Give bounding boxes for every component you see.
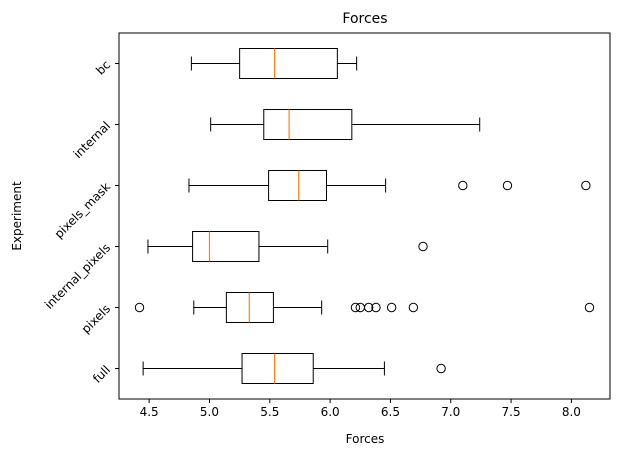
iqr-box [263, 109, 353, 140]
y-tick-label: full [90, 363, 113, 386]
flier-point [418, 241, 428, 252]
iqr-box [239, 48, 338, 79]
iqr-box [192, 231, 260, 262]
box-series [134, 48, 595, 384]
x-tick-label: 6.5 [381, 405, 400, 419]
flier-point [350, 302, 361, 313]
box-internal [210, 109, 481, 140]
x-axis-label: Forces [346, 432, 385, 446]
y-tick-label: bc [93, 58, 113, 78]
flier-point [386, 302, 397, 313]
x-tick-label: 7.5 [502, 405, 521, 419]
iqr-box [225, 292, 274, 323]
x-tick-label: 7.0 [441, 405, 460, 419]
y-tick-label: pixels [79, 302, 113, 336]
flier-point [584, 302, 595, 313]
box-bc [190, 48, 358, 79]
x-tick-label: 4.5 [140, 405, 159, 419]
flier-point [408, 302, 419, 313]
x-tick-label: 5.0 [200, 405, 219, 419]
x-tick-label: 8.0 [562, 405, 581, 419]
flier-point [364, 302, 374, 313]
flier-point [458, 180, 468, 191]
y-tick-label: internal [71, 119, 113, 161]
flier-point [502, 180, 513, 191]
x-tick-label: 5.5 [260, 405, 279, 419]
iqr-box [268, 170, 327, 201]
box-pixels [134, 292, 595, 323]
flier-point [371, 302, 381, 313]
chart-title: Forces [342, 11, 387, 27]
box-pixels_mask [188, 170, 591, 201]
flier-point [134, 302, 145, 313]
plot-area-frame [118, 32, 611, 400]
box-full [142, 353, 446, 384]
y-axis-label: Experiment [10, 181, 24, 251]
flier-point [581, 180, 591, 191]
x-tick-label: 6.0 [321, 405, 340, 419]
flier-point [436, 363, 446, 374]
y-axis: fullpixelsinternal_pixelspixels_maskinte… [42, 58, 119, 386]
y-tick-label: pixels_mask [52, 180, 113, 241]
iqr-box [241, 353, 314, 384]
box-internal_pixels [147, 231, 428, 262]
x-axis: 4.5 5.0 5.5 6.0 6.5 7.0 7.5 8.0 [140, 399, 581, 419]
